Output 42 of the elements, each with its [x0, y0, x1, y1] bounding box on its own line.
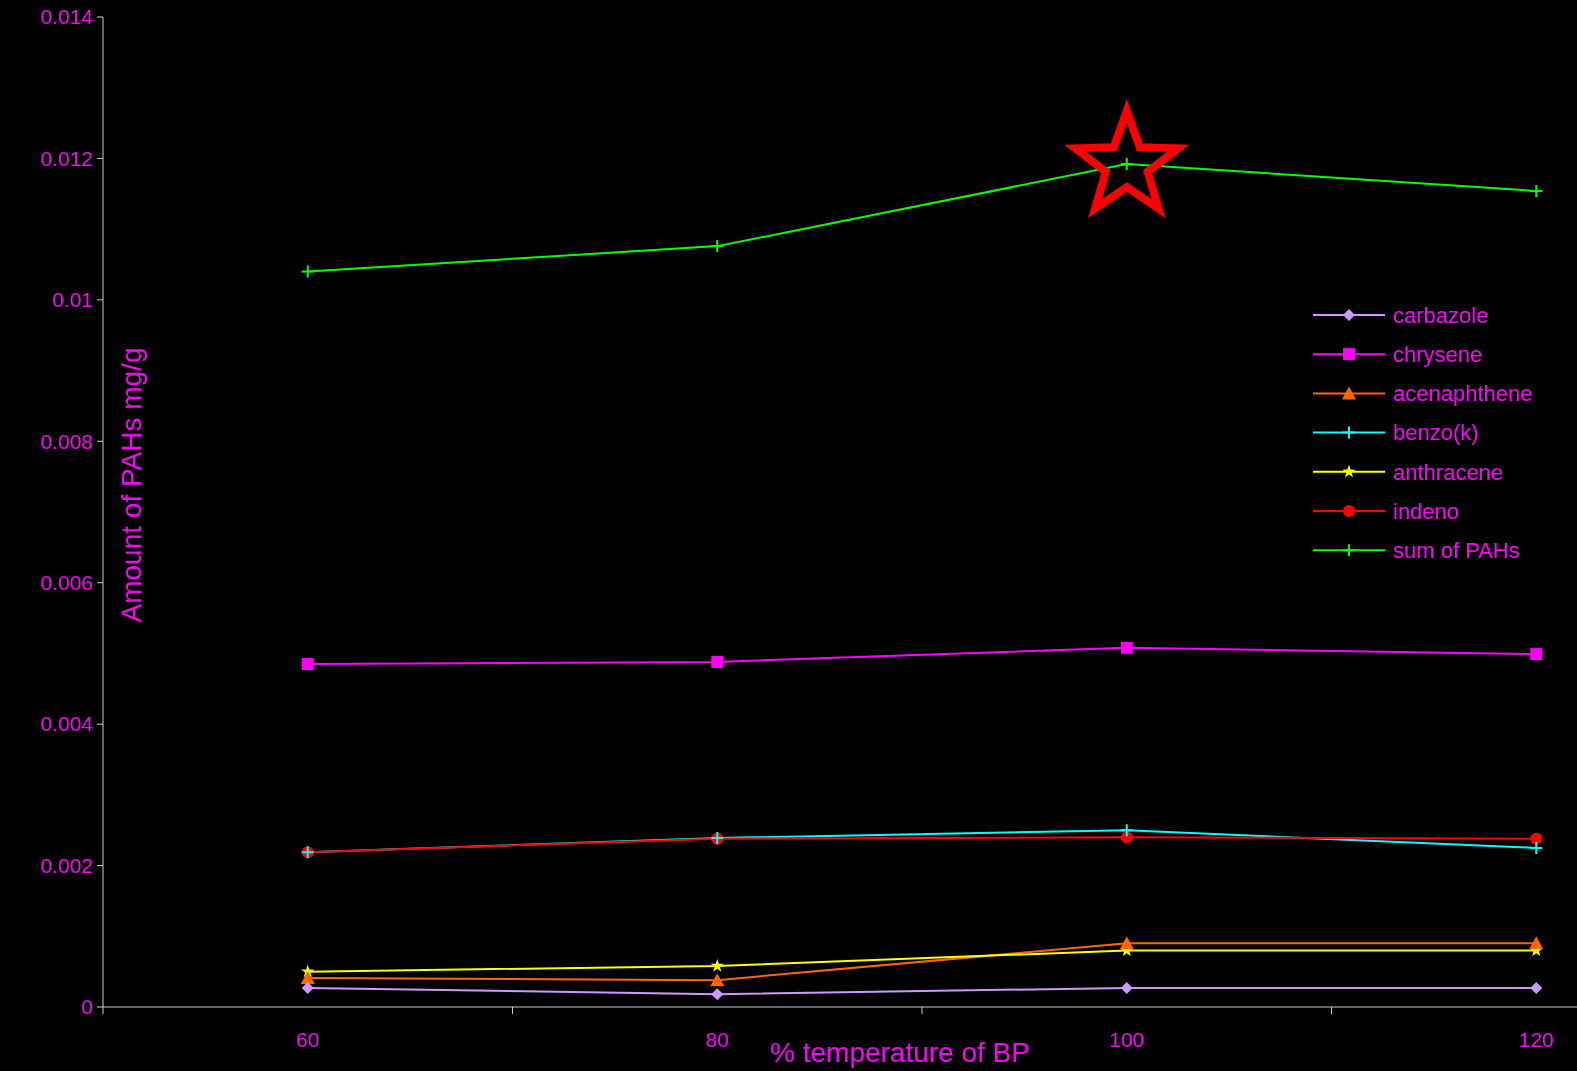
point	[301, 265, 314, 278]
point	[1120, 824, 1133, 837]
point	[711, 655, 724, 668]
point	[1529, 936, 1544, 950]
point	[1530, 981, 1543, 994]
x-axis-title: % temperature of BP	[770, 1037, 1030, 1068]
y-tick-label: 0.002	[40, 853, 93, 877]
point	[711, 240, 724, 253]
legend-label: chrysene	[1393, 341, 1483, 367]
x-tick-label: 80	[705, 1028, 729, 1051]
point	[1119, 936, 1134, 950]
point	[1530, 841, 1543, 854]
x-tick-label: 60	[296, 1028, 320, 1051]
y-axis-title: Amount of PAHs mg/g	[116, 347, 147, 623]
point	[711, 988, 724, 1001]
point	[1120, 981, 1133, 994]
point	[1120, 158, 1133, 171]
y-tick-label: 0.008	[40, 429, 93, 453]
y-tick-label: 0.01	[52, 288, 93, 312]
point	[710, 958, 724, 972]
point	[1530, 184, 1543, 197]
point	[301, 981, 314, 994]
x-tick-label: 120	[1518, 1028, 1554, 1051]
point	[300, 971, 315, 985]
y-tick-label: 0.006	[40, 571, 93, 595]
y-tick-label: 0.004	[40, 712, 94, 736]
point	[1120, 641, 1133, 654]
point	[1120, 831, 1133, 844]
point	[301, 658, 314, 671]
y-tick-label: 0.014	[40, 5, 94, 29]
legend-label: benzo(k)	[1393, 420, 1479, 446]
legend-label: carbazole	[1393, 302, 1489, 328]
point	[710, 973, 725, 987]
legend-label: acenaphthene	[1393, 381, 1533, 407]
legend-label: sum of PAHs	[1393, 537, 1520, 563]
point	[1530, 832, 1543, 845]
legend-label: anthracene	[1393, 459, 1504, 485]
legend-label: indeno	[1393, 498, 1460, 524]
y-tick-label: 0	[81, 995, 93, 1019]
point	[1530, 648, 1543, 661]
x-tick-label: 100	[1109, 1028, 1145, 1051]
y-tick-label: 0.012	[40, 146, 93, 170]
